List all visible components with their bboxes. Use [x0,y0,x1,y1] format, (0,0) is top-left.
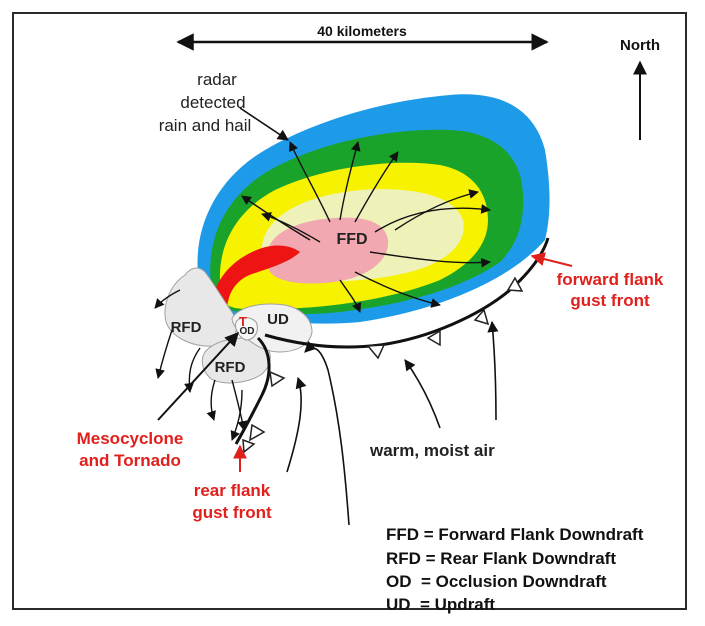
forward-flank-red-arrow [530,252,573,267]
rfd-lower-label: RFD [215,359,246,376]
ud-label: UD [267,311,289,328]
gust-front-pip [269,370,286,388]
ffd-label: FFD [336,231,367,248]
rear-flank-label-line-1: rear flank [194,481,271,500]
legend-item-ud: UD = Updraft [386,595,495,614]
radar-label-arrow [239,107,289,141]
radar-red-hook [210,245,300,319]
rfd-outflow-arrows [154,289,248,441]
mesocyclone-label-line-2: and Tornado [79,451,181,470]
radar-label-line-2: detected [180,93,245,112]
gust-front-pip [506,276,524,292]
tornado-marker: T [239,314,247,329]
legend-item-od: OD = Occlusion Downdraft [386,572,607,591]
ffd-outflow-arrows [241,141,491,313]
radar-label-line-1: radar [197,70,237,89]
mesocyclone-arrow [157,331,239,421]
forward-flank-label-line-1: forward flank [557,270,664,289]
forward-flank-gust-front-line [264,237,550,349]
gust-front-pip [426,329,441,347]
gust-front-pip [473,308,490,326]
forward-flank-label-line-2: gust front [570,291,650,310]
legend: FFD = Forward Flank Downdraft RFD = Rear… [386,525,644,614]
gust-front-pip [242,438,256,454]
rear-flank-label-line-2: gust front [192,503,272,522]
warm-moist-air-label: warm, moist air [369,441,495,460]
legend-item-rfd: RFD = Rear Flank Downdraft [386,549,616,568]
legend-item-ffd: FFD = Forward Flank Downdraft [386,525,644,544]
inflow-arrows [286,320,499,526]
radar-pink-region [266,217,389,284]
mesocyclone-label-line-1: Mesocyclone [77,429,184,448]
gust-front-pip [366,344,386,360]
rfd-upper-label: RFD [171,319,202,336]
radar-label-line-3: rain and hail [159,116,252,135]
north-label: North [620,37,660,54]
gust-front-pip [249,423,266,442]
scale-bar-label: 40 kilometers [317,23,407,39]
od-label: OD [240,326,255,337]
